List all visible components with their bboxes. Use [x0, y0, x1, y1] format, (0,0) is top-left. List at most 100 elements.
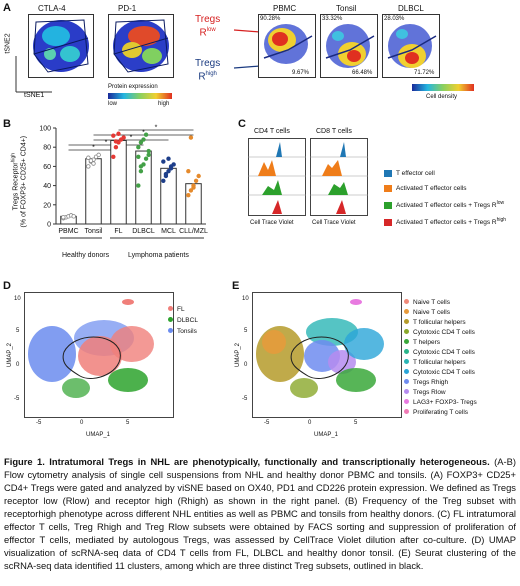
data-point: [113, 139, 119, 144]
x-tick-label: DLBCL: [132, 228, 155, 235]
tsne1-axis-label: tSNE1: [24, 92, 45, 99]
umap-e-xtick: 0: [308, 420, 312, 426]
legend-item: Activated T effector cells: [384, 181, 506, 196]
data-point: [193, 178, 199, 183]
legend-dot: [168, 317, 173, 322]
colorbar-title: Protein expression: [108, 84, 158, 90]
data-point: [111, 154, 116, 159]
legend-item: T follicular helpers: [404, 318, 477, 328]
data-point: [191, 185, 196, 190]
panel-d-legend: FL DLBCL Tonsils: [168, 304, 198, 337]
legend-item: Cytotoxic CD4 T cells: [404, 328, 477, 338]
legend-label: Cytotoxic CD4 T cells: [413, 329, 475, 336]
data-point: [161, 159, 166, 164]
data-point: [121, 135, 126, 140]
legend-label: Naive T cells: [413, 299, 450, 306]
umap-e-xtick: 5: [354, 420, 358, 426]
data-point: [166, 169, 171, 174]
density-colorbar: [412, 84, 474, 91]
legend-dot: [404, 299, 409, 304]
data-point: [168, 164, 174, 169]
data-point: [88, 158, 94, 163]
pct-pbmc-bottom: 9.67%: [292, 70, 310, 76]
umap-e-ytick: -5: [242, 396, 248, 402]
x-tick-label: CLL/MZL: [179, 228, 208, 235]
figure-caption: Figure 1. Intratumoral Tregs in NHL are …: [4, 455, 516, 572]
legend-item: Cytotoxic CD4 T cells: [404, 348, 477, 358]
bar-fl: [110, 139, 127, 225]
data-point: [146, 148, 151, 154]
data-point: [61, 215, 66, 220]
legend-item: Activated T effector cells + Tregs Rlow: [384, 196, 506, 213]
density-colorbar-label: Cell density: [426, 94, 458, 100]
umap-d-ytick: 5: [16, 328, 20, 334]
data-point: [143, 132, 149, 137]
legend-item: Cytotoxic CD4 T cells: [404, 368, 477, 378]
density-plot-tonsil: [320, 14, 378, 78]
y-tick-label: 40: [43, 183, 51, 190]
umap-d-ylabel: UMAP_2: [7, 342, 14, 368]
bar-dlbcl: [135, 150, 152, 225]
umap-plot-samples: [24, 292, 174, 418]
x-tick-label: MCL: [161, 228, 176, 235]
panel-c-legend: T effector cell Activated T effector cel…: [384, 166, 506, 230]
legend-label: Cytotoxic CD4 T cells: [413, 349, 475, 356]
legend-item: T effector cell: [384, 166, 506, 181]
legend-swatch: [384, 184, 392, 192]
tregs-rlow-label: Tregs Rlow: [195, 14, 221, 39]
legend-dot: [168, 328, 173, 333]
group-lymphoma-patients: Lymphoma patients: [128, 252, 189, 259]
histogram-cd8: [310, 138, 368, 216]
significance-star: *: [105, 140, 108, 147]
caption-title: Intratumoral Tregs in NHL are phenotypic…: [44, 456, 490, 467]
legend-item: LAG3+ FOXP3- Tregs: [404, 398, 477, 408]
y-tick-label: 60: [43, 164, 51, 171]
legend-item: FL: [168, 304, 198, 315]
panel-d-letter: D: [3, 280, 11, 292]
legend-dot: [404, 379, 409, 384]
legend-dot: [404, 409, 409, 414]
data-point: [188, 135, 194, 140]
legend-dot: [404, 399, 409, 404]
legend-label: Tregs Rhigh: [413, 379, 449, 386]
umap-d-xtick: 0: [80, 420, 84, 426]
data-point: [186, 192, 191, 198]
data-point: [138, 164, 144, 169]
legend-dot: [404, 349, 409, 354]
umap-e-xlabel: UMAP_1: [314, 432, 339, 438]
hist-title-cd4: CD4 T cells: [254, 128, 290, 135]
data-point: [138, 169, 144, 174]
hist-xlabel-cd4: Cell Trace Violet: [250, 220, 294, 226]
legend-swatch: [384, 169, 392, 177]
density-plot-pbmc: [258, 14, 316, 78]
tsne-plot-pd1: [108, 14, 174, 78]
pct-dlbcl-bottom: 71.72%: [414, 70, 435, 76]
density-title-dlbcl: DLBCL: [398, 4, 424, 13]
data-point: [96, 152, 101, 158]
tsne-title-ctla4: CTLA-4: [38, 4, 66, 13]
legend-dot: [404, 389, 409, 394]
y-tick-label: 20: [43, 202, 51, 209]
data-point: [86, 164, 91, 169]
x-tick-label: PBMC: [58, 228, 78, 235]
legend-label: T helpers: [413, 339, 440, 346]
data-point: [196, 173, 201, 179]
pct-tonsil-top: 33.32%: [322, 16, 343, 22]
legend-label: Tregs Rlow: [413, 389, 446, 396]
umap-d-xtick: 5: [126, 420, 130, 426]
data-point: [138, 140, 144, 145]
legend-item: T follicular helpers: [404, 358, 477, 368]
legend-swatch: [384, 201, 392, 209]
data-point: [143, 156, 149, 161]
legend-dot: [404, 339, 409, 344]
legend-dot: [404, 359, 409, 364]
data-point: [186, 169, 191, 174]
legend-item: Proliferating T cells: [404, 408, 477, 418]
x-tick-label: FL: [114, 228, 122, 235]
legend-item: Naive T cells: [404, 298, 477, 308]
data-point: [161, 178, 166, 183]
umap-plot-clusters: [252, 292, 402, 418]
bar-cllmzl: [185, 183, 202, 225]
legend-item: Tonsils: [168, 326, 198, 337]
pct-pbmc-top: 90.28%: [260, 16, 281, 22]
